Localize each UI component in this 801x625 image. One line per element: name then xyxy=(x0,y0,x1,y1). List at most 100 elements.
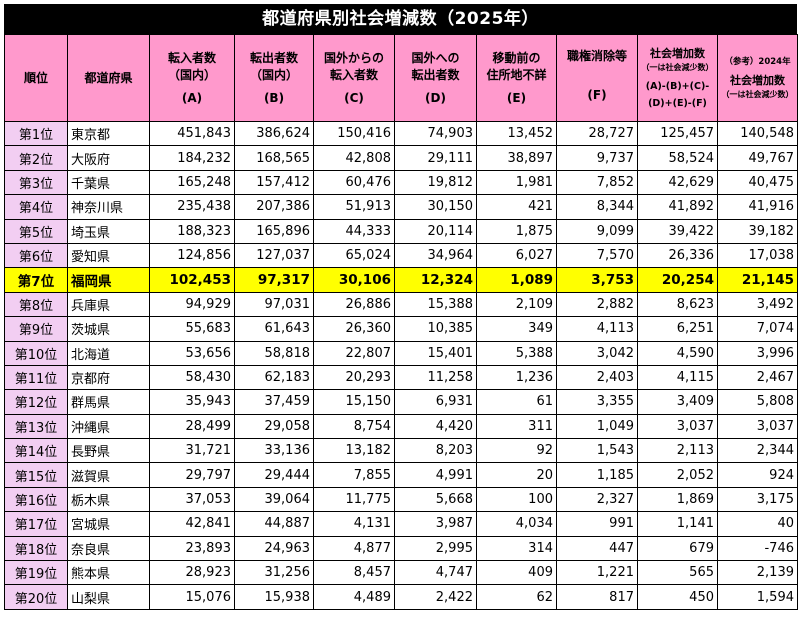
value-cell-d: 4,747 xyxy=(394,560,477,586)
value-cell-f: 3,042 xyxy=(556,340,638,366)
value-cell-e: 61 xyxy=(476,389,557,415)
value-cell-e: 1,875 xyxy=(476,218,557,244)
value-cell-e: 13,452 xyxy=(476,120,557,147)
prefecture-cell: 千葉県 xyxy=(67,169,150,196)
value-cell-e: 2,109 xyxy=(476,291,557,318)
value-cell-b: 29,058 xyxy=(234,413,314,440)
value-cell-g: 125,457 xyxy=(637,120,718,147)
value-cell-h: 2,467 xyxy=(717,364,798,391)
value-cell-b: 24,963 xyxy=(234,535,314,562)
value-cell-e: 1,089 xyxy=(476,267,557,293)
prefecture-cell: 京都府 xyxy=(67,364,150,391)
prefecture-cell: 群馬県 xyxy=(67,389,150,415)
value-cell-d: 20,114 xyxy=(394,218,477,244)
rank-cell: 第9位 xyxy=(4,316,68,342)
ranking-table-container: 都道府県別社会増減数（2025年） 順位 都道府県 転入者数 （国内） (A) xyxy=(4,4,798,610)
value-cell-c: 51,913 xyxy=(313,194,395,220)
rank-cell: 第17位 xyxy=(4,511,68,537)
value-cell-a: 55,683 xyxy=(149,316,235,342)
value-cell-c: 4,877 xyxy=(313,535,395,562)
value-cell-e: 100 xyxy=(476,486,557,513)
value-cell-a: 37,053 xyxy=(149,486,235,513)
value-cell-b: 97,031 xyxy=(234,291,314,318)
value-cell-b: 61,643 xyxy=(234,316,314,342)
table-row: 第7位 福岡県 102,453 97,317 30,106 12,324 1,089 3,75… xyxy=(4,267,798,293)
value-cell-g: 3,409 xyxy=(637,389,718,415)
value-cell-g: 1,869 xyxy=(637,486,718,513)
value-cell-a: 165,248 xyxy=(149,169,235,196)
value-cell-e: 311 xyxy=(476,413,557,440)
value-cell-e: 1,981 xyxy=(476,169,557,196)
value-cell-f: 817 xyxy=(556,584,638,610)
value-cell-b: 33,136 xyxy=(234,438,314,464)
value-cell-f: 7,852 xyxy=(556,169,638,196)
rank-cell: 第16位 xyxy=(4,486,68,513)
value-cell-f: 2,327 xyxy=(556,486,638,513)
value-cell-b: 31,256 xyxy=(234,560,314,586)
value-cell-d: 4,991 xyxy=(394,462,477,488)
value-cell-g: 42,629 xyxy=(637,169,718,196)
value-cell-f: 7,570 xyxy=(556,242,638,269)
value-cell-c: 7,855 xyxy=(313,462,395,488)
value-cell-g: 565 xyxy=(637,560,718,586)
header-pref: 都道府県 xyxy=(67,34,150,122)
value-cell-e: 421 xyxy=(476,194,557,220)
value-cell-b: 15,938 xyxy=(234,584,314,610)
value-cell-f: 1,049 xyxy=(556,413,638,440)
value-cell-a: 15,076 xyxy=(149,584,235,610)
value-cell-h: 17,038 xyxy=(717,242,798,269)
value-cell-h: 3,037 xyxy=(717,413,798,440)
value-cell-g: 8,623 xyxy=(637,291,718,318)
prefecture-cell: 宮城県 xyxy=(67,511,150,537)
value-cell-h: 3,175 xyxy=(717,486,798,513)
value-cell-a: 53,656 xyxy=(149,340,235,366)
value-cell-b: 97,317 xyxy=(234,267,314,293)
value-cell-d: 15,388 xyxy=(394,291,477,318)
value-cell-d: 11,258 xyxy=(394,364,477,391)
table-row: 第12位 群馬県 35,943 37,459 15,150 6,931 61 3,355 3,4… xyxy=(4,389,798,415)
value-cell-g: 4,115 xyxy=(637,364,718,391)
value-cell-h: -746 xyxy=(717,535,798,562)
value-cell-f: 9,737 xyxy=(556,145,638,171)
table-row: 第17位 宮城県 42,841 44,887 4,131 3,987 4,034 991 1,1… xyxy=(4,511,798,537)
value-cell-d: 30,150 xyxy=(394,194,477,220)
value-cell-h: 49,767 xyxy=(717,145,798,171)
value-cell-f: 991 xyxy=(556,511,638,537)
value-cell-a: 28,923 xyxy=(149,560,235,586)
value-cell-g: 41,892 xyxy=(637,194,718,220)
value-cell-a: 29,797 xyxy=(149,462,235,488)
value-cell-c: 150,416 xyxy=(313,120,395,147)
rank-cell: 第3位 xyxy=(4,169,68,196)
value-cell-a: 58,430 xyxy=(149,364,235,391)
value-cell-f: 8,344 xyxy=(556,194,638,220)
rank-cell: 第7位 xyxy=(4,267,68,293)
value-cell-a: 42,841 xyxy=(149,511,235,537)
rank-cell: 第6位 xyxy=(4,242,68,269)
prefecture-cell: 滋賀県 xyxy=(67,462,150,488)
value-cell-g: 6,251 xyxy=(637,316,718,342)
value-cell-g: 2,113 xyxy=(637,438,718,464)
value-cell-d: 74,903 xyxy=(394,120,477,147)
value-cell-a: 94,929 xyxy=(149,291,235,318)
value-cell-d: 2,995 xyxy=(394,535,477,562)
prefecture-cell: 兵庫県 xyxy=(67,291,150,318)
table-row: 第4位 神奈川県 235,438 207,386 51,913 30,150 421 8,34… xyxy=(4,194,798,220)
table-row: 第3位 千葉県 165,248 157,412 60,476 19,812 1,981 7,8… xyxy=(4,169,798,196)
value-cell-g: 20,254 xyxy=(637,267,718,293)
value-cell-e: 6,027 xyxy=(476,242,557,269)
value-cell-c: 44,333 xyxy=(313,218,395,244)
value-cell-e: 349 xyxy=(476,316,557,342)
prefecture-cell: 熊本県 xyxy=(67,560,150,586)
value-cell-a: 31,721 xyxy=(149,438,235,464)
value-cell-h: 3,492 xyxy=(717,291,798,318)
rank-cell: 第18位 xyxy=(4,535,68,562)
value-cell-g: 3,037 xyxy=(637,413,718,440)
value-cell-d: 34,964 xyxy=(394,242,477,269)
rank-cell: 第14位 xyxy=(4,438,68,464)
value-cell-e: 20 xyxy=(476,462,557,488)
value-cell-d: 4,420 xyxy=(394,413,477,440)
value-cell-d: 2,422 xyxy=(394,584,477,610)
value-cell-a: 23,893 xyxy=(149,535,235,562)
value-cell-d: 29,111 xyxy=(394,145,477,171)
value-cell-c: 30,106 xyxy=(313,267,395,293)
